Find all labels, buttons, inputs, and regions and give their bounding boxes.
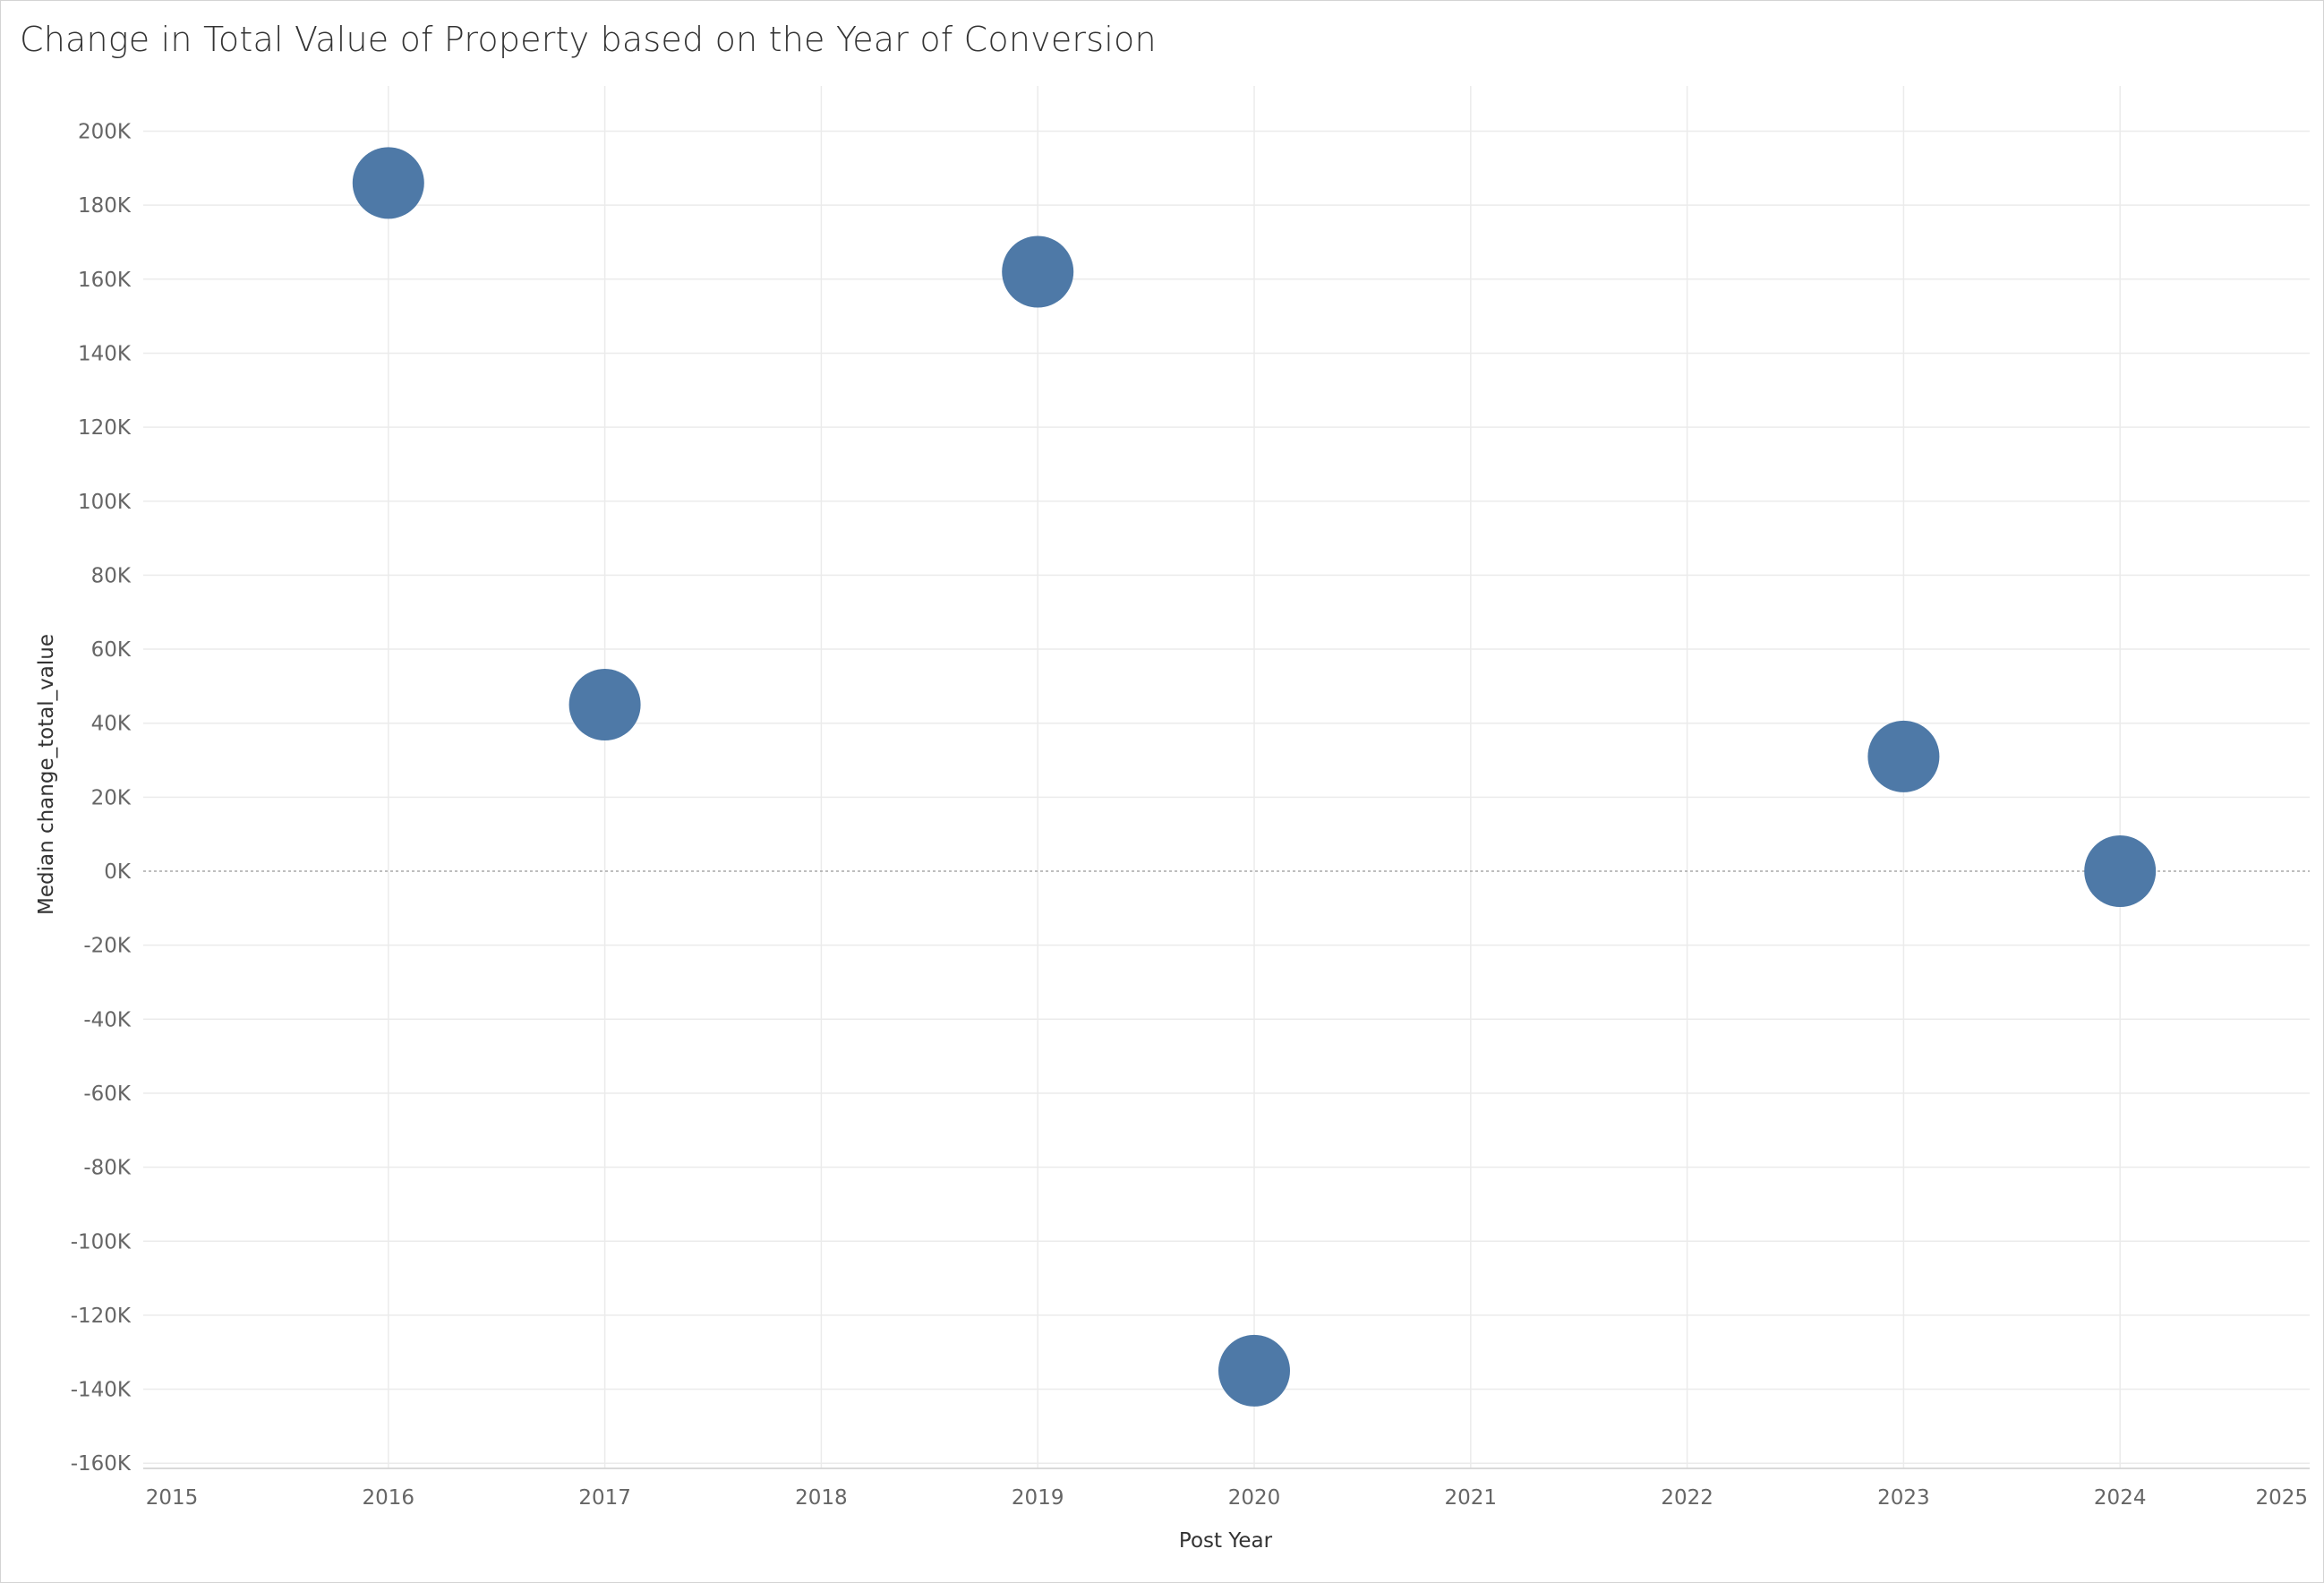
x-tick-label: 2020 (1228, 1486, 1281, 1510)
y-tick-label: 180K (78, 194, 132, 218)
y-tick-label: -140K (71, 1379, 132, 1402)
y-tick-label: 60K (91, 638, 132, 662)
chart-title: Change in Total Value of Property based … (20, 20, 1157, 59)
y-tick-label: 20K (91, 786, 132, 809)
x-tick-label: 2025 (2255, 1486, 2308, 1510)
y-tick-label: 160K (78, 269, 132, 292)
data-points (352, 147, 2157, 1407)
x-tick-label: 2022 (1661, 1486, 1713, 1510)
data-point[interactable] (1002, 235, 1074, 308)
x-tick-label: 2019 (1012, 1486, 1064, 1510)
y-tick-label: 140K (78, 342, 132, 365)
y-tick-label: -40K (83, 1008, 132, 1031)
x-tick-label: 2021 (1445, 1486, 1498, 1510)
y-tick-label: -100K (71, 1230, 132, 1254)
x-tick-label: 2024 (2094, 1486, 2147, 1510)
y-tick-label: 200K (78, 121, 132, 144)
data-point[interactable] (1867, 720, 1940, 792)
y-tick-label: -20K (83, 935, 132, 958)
y-tick-label: -160K (71, 1452, 132, 1476)
y-tick-label: -80K (83, 1157, 132, 1180)
x-axis-title: Post Year (1179, 1529, 1273, 1553)
x-axis: 2015 2016 2017 2018 2019 2020 2021 2022 2023 2024… (146, 1486, 2308, 1510)
x-tick-label: 2018 (795, 1486, 848, 1510)
x-tick-label: 2016 (363, 1486, 415, 1510)
y-tick-label: 40K (91, 713, 132, 736)
y-tick-label: 0K (104, 860, 132, 884)
y-axis: 200K 180K 160K 140K 120K 100K 80K 60K 40K 20K 0K -2… (71, 121, 132, 1476)
grid-layer (143, 86, 2310, 1469)
data-point[interactable] (2084, 835, 2157, 907)
data-point[interactable] (352, 147, 424, 219)
x-tick-label: 2017 (578, 1486, 631, 1510)
y-tick-label: -120K (71, 1305, 132, 1328)
x-tick-label: 2023 (1877, 1486, 1930, 1510)
data-point[interactable] (568, 669, 641, 741)
y-tick-label: 120K (78, 416, 132, 440)
x-tick-label: 2015 (146, 1486, 199, 1510)
y-tick-label: 80K (91, 564, 132, 587)
y-axis-title: Median change_total_value (35, 634, 58, 915)
y-tick-label: 100K (78, 491, 132, 514)
data-point[interactable] (1218, 1334, 1290, 1407)
y-tick-label: -60K (83, 1082, 132, 1106)
